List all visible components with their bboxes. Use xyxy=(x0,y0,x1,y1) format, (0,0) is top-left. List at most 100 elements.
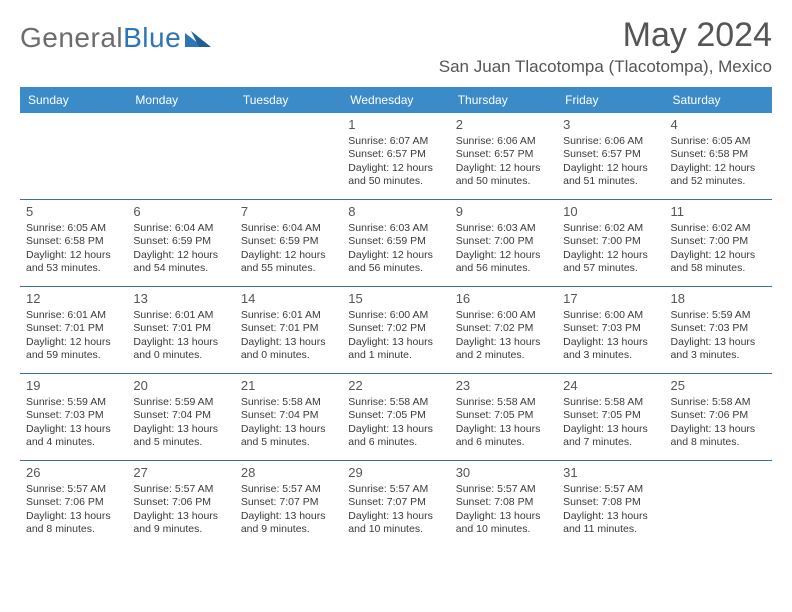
daylight-line: Daylight: 13 hours and 8 minutes. xyxy=(26,510,121,536)
sunrise-line: Sunrise: 5:57 AM xyxy=(348,483,443,496)
sunrise-line: Sunrise: 6:05 AM xyxy=(26,222,121,235)
daylight-line: Daylight: 13 hours and 11 minutes. xyxy=(563,510,658,536)
day-number: 16 xyxy=(456,291,551,307)
day-cell: 17Sunrise: 6:00 AMSunset: 7:03 PMDayligh… xyxy=(557,287,664,373)
day-number: 14 xyxy=(241,291,336,307)
weekday-header: Wednesday xyxy=(342,87,449,113)
sunrise-line: Sunrise: 5:59 AM xyxy=(671,309,766,322)
sunset-line: Sunset: 6:59 PM xyxy=(348,235,443,248)
day-number: 13 xyxy=(133,291,228,307)
sunrise-line: Sunrise: 6:00 AM xyxy=(456,309,551,322)
daylight-line: Daylight: 12 hours and 56 minutes. xyxy=(348,249,443,275)
calendar-table: SundayMondayTuesdayWednesdayThursdayFrid… xyxy=(20,87,772,547)
weekday-header: Friday xyxy=(557,87,664,113)
day-number: 28 xyxy=(241,465,336,481)
daylight-line: Daylight: 13 hours and 0 minutes. xyxy=(241,336,336,362)
day-number: 30 xyxy=(456,465,551,481)
calendar-week-row: 5Sunrise: 6:05 AMSunset: 6:58 PMDaylight… xyxy=(20,200,772,287)
day-number: 23 xyxy=(456,378,551,394)
sunset-line: Sunset: 7:07 PM xyxy=(348,496,443,509)
daylight-line: Daylight: 13 hours and 1 minute. xyxy=(348,336,443,362)
day-cell: 29Sunrise: 5:57 AMSunset: 7:07 PMDayligh… xyxy=(342,461,449,547)
calendar-week-row: 26Sunrise: 5:57 AMSunset: 7:06 PMDayligh… xyxy=(20,461,772,547)
brand-part2: Blue xyxy=(123,22,181,53)
daylight-line: Daylight: 13 hours and 5 minutes. xyxy=(133,423,228,449)
sunset-line: Sunset: 6:57 PM xyxy=(563,148,658,161)
day-cell: 7Sunrise: 6:04 AMSunset: 6:59 PMDaylight… xyxy=(235,200,342,286)
day-cell: 24Sunrise: 5:58 AMSunset: 7:05 PMDayligh… xyxy=(557,374,664,460)
day-number: 20 xyxy=(133,378,228,394)
daylight-line: Daylight: 13 hours and 3 minutes. xyxy=(563,336,658,362)
sunset-line: Sunset: 7:03 PM xyxy=(671,322,766,335)
calendar-week-row: 1Sunrise: 6:07 AMSunset: 6:57 PMDaylight… xyxy=(20,113,772,200)
daylight-line: Daylight: 12 hours and 53 minutes. xyxy=(26,249,121,275)
day-cell: 12Sunrise: 6:01 AMSunset: 7:01 PMDayligh… xyxy=(20,287,127,373)
daylight-line: Daylight: 13 hours and 10 minutes. xyxy=(348,510,443,536)
sunrise-line: Sunrise: 5:57 AM xyxy=(133,483,228,496)
day-number: 10 xyxy=(563,204,658,220)
sunrise-line: Sunrise: 5:57 AM xyxy=(563,483,658,496)
daylight-line: Daylight: 13 hours and 7 minutes. xyxy=(563,423,658,449)
sunrise-line: Sunrise: 6:06 AM xyxy=(563,135,658,148)
sunset-line: Sunset: 7:05 PM xyxy=(456,409,551,422)
brand-part1: General xyxy=(20,22,123,53)
day-number: 8 xyxy=(348,204,443,220)
daylight-line: Daylight: 13 hours and 10 minutes. xyxy=(456,510,551,536)
day-cell: 23 Sunrise: 5:58 AMSunset: 7:05 PMDayligh… xyxy=(450,374,557,460)
weekday-header: Tuesday xyxy=(235,87,342,113)
day-cell: 2Sunrise: 6:06 AMSunset: 6:57 PMDaylight… xyxy=(450,113,557,199)
empty-day-cell xyxy=(20,113,127,199)
day-cell: 27Sunrise: 5:57 AMSunset: 7:06 PMDayligh… xyxy=(127,461,234,547)
empty-day-cell xyxy=(235,113,342,199)
sunset-line: Sunset: 7:01 PM xyxy=(133,322,228,335)
empty-day-cell xyxy=(127,113,234,199)
day-number: 4 xyxy=(671,117,766,133)
day-cell: 10Sunrise: 6:02 AMSunset: 7:00 PMDayligh… xyxy=(557,200,664,286)
daylight-line: Daylight: 13 hours and 9 minutes. xyxy=(133,510,228,536)
sunrise-line: Sunrise: 5:58 AM xyxy=(348,396,443,409)
day-cell: 14Sunrise: 6:01 AMSunset: 7:01 PMDayligh… xyxy=(235,287,342,373)
day-cell: 28Sunrise: 5:57 AMSunset: 7:07 PMDayligh… xyxy=(235,461,342,547)
sunset-line: Sunset: 7:00 PM xyxy=(671,235,766,248)
day-cell: 4Sunrise: 6:05 AMSunset: 6:58 PMDaylight… xyxy=(665,113,772,199)
daylight-line: Daylight: 12 hours and 59 minutes. xyxy=(26,336,121,362)
day-number: 24 xyxy=(563,378,658,394)
sunrise-line: Sunrise: 5:58 AM xyxy=(456,396,551,409)
day-number: 27 xyxy=(133,465,228,481)
daylight-line: Daylight: 12 hours and 50 minutes. xyxy=(348,162,443,188)
sunset-line: Sunset: 6:59 PM xyxy=(241,235,336,248)
weekday-header: Thursday xyxy=(450,87,557,113)
day-number: 6 xyxy=(133,204,228,220)
sunset-line: Sunset: 7:06 PM xyxy=(671,409,766,422)
day-cell: 6Sunrise: 6:04 AMSunset: 6:59 PMDaylight… xyxy=(127,200,234,286)
sunrise-line: Sunrise: 6:01 AM xyxy=(133,309,228,322)
sunrise-line: Sunrise: 5:57 AM xyxy=(26,483,121,496)
weekday-header: Sunday xyxy=(20,87,127,113)
day-number: 3 xyxy=(563,117,658,133)
sunset-line: Sunset: 7:04 PM xyxy=(241,409,336,422)
sunset-line: Sunset: 7:05 PM xyxy=(348,409,443,422)
sunrise-line: Sunrise: 5:58 AM xyxy=(671,396,766,409)
day-cell: 11Sunrise: 6:02 AMSunset: 7:00 PMDayligh… xyxy=(665,200,772,286)
day-number: 18 xyxy=(671,291,766,307)
day-cell: 8 Sunrise: 6:03 AMSunset: 6:59 PMDaylight… xyxy=(342,200,449,286)
sunrise-line: Sunrise: 6:00 AM xyxy=(348,309,443,322)
sunset-line: Sunset: 7:05 PM xyxy=(563,409,658,422)
calendar-body: 1Sunrise: 6:07 AMSunset: 6:57 PMDaylight… xyxy=(20,113,772,547)
day-number: 12 xyxy=(26,291,121,307)
sunrise-line: Sunrise: 6:03 AM xyxy=(348,222,443,235)
sunset-line: Sunset: 6:57 PM xyxy=(456,148,551,161)
daylight-line: Daylight: 13 hours and 6 minutes. xyxy=(456,423,551,449)
sunset-line: Sunset: 6:58 PM xyxy=(671,148,766,161)
calendar-week-row: 12 Sunrise: 6:01 AMSunset: 7:01 PM Dayligh… xyxy=(20,287,772,374)
day-cell: 25Sunrise: 5:58 AMSunset: 7:06 PMDayligh… xyxy=(665,374,772,460)
day-cell: 21Sunrise: 5:58 AMSunset: 7:04 PMDayligh… xyxy=(235,374,342,460)
day-number: 22 xyxy=(348,378,443,394)
daylight-line: Daylight: 13 hours and 8 minutes. xyxy=(671,423,766,449)
sunrise-line: Sunrise: 5:57 AM xyxy=(241,483,336,496)
sunset-line: Sunset: 7:07 PM xyxy=(241,496,336,509)
sunset-line: Sunset: 7:02 PM xyxy=(456,322,551,335)
day-cell: 13Sunrise: 6:01 AMSunset: 7:01 PMDayligh… xyxy=(127,287,234,373)
day-cell: 15Sunrise: 6:00 AMSunset: 7:02 PMDayligh… xyxy=(342,287,449,373)
brand-logo: GeneralBlue xyxy=(20,22,215,54)
